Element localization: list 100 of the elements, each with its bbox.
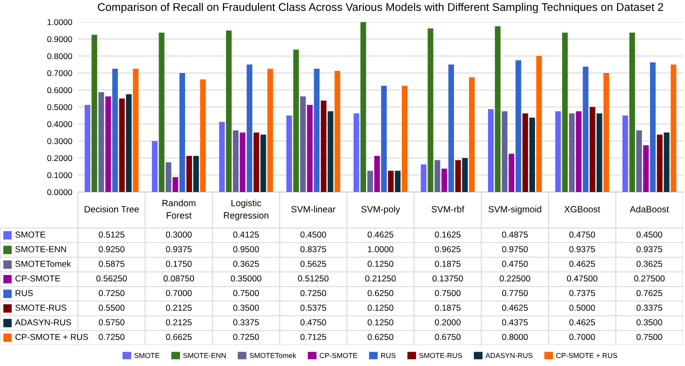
- data-label: 0.13750: [432, 275, 463, 282]
- data-label: 0.9250: [98, 246, 124, 252]
- data-label: 0.6250: [368, 334, 394, 340]
- data-label: 0.9375: [166, 246, 192, 252]
- x-tick-label: AdaBoost: [630, 206, 669, 212]
- data-label: 0.5000: [569, 304, 595, 311]
- data-label: 0.4625: [569, 319, 595, 326]
- data-label: 0.9500: [233, 246, 259, 252]
- bar: [448, 64, 454, 192]
- bar: [260, 134, 266, 192]
- bar: [629, 32, 635, 192]
- bar: [636, 130, 642, 192]
- bar: [186, 156, 192, 192]
- y-tick-label: 0.7000: [47, 70, 72, 76]
- data-label: 0.7250: [233, 334, 259, 340]
- data-label: 0.7500: [636, 334, 662, 340]
- bar: [126, 94, 132, 192]
- data-label: 0.7625: [636, 290, 662, 296]
- x-tick-label: Random Forest: [162, 200, 196, 219]
- x-tick-label: Logistic Regression: [224, 200, 268, 220]
- bar: [388, 170, 394, 192]
- bar: [394, 170, 401, 192]
- legend-label: ADASYN-RUS: [15, 319, 72, 326]
- y-tick-label: 0.5000: [47, 104, 72, 110]
- x-tick-label: SVM-linear: [291, 206, 336, 212]
- y-tick-label: 0.3000: [47, 138, 72, 144]
- data-label: 0.4500: [300, 232, 326, 238]
- data-label: 0.47500: [566, 275, 598, 282]
- bar: [434, 160, 440, 192]
- bar: [381, 86, 387, 192]
- data-label: 0.4625: [569, 260, 595, 267]
- data-label: 0.8000: [502, 334, 528, 340]
- bar: [293, 50, 299, 192]
- data-label: 0.7500: [233, 290, 259, 296]
- data-label: 0.9625: [434, 246, 461, 252]
- data-label: 0.3625: [233, 260, 259, 267]
- bar: [488, 109, 494, 192]
- data-label: 0.7125: [300, 334, 326, 340]
- bar: [555, 111, 561, 192]
- bar: [219, 122, 225, 192]
- legend-label: CP-SMOTE + RUS: [15, 334, 88, 340]
- data-label: 0.3500: [636, 319, 662, 326]
- data-label: 0.3375: [636, 304, 662, 311]
- data-label: 0.4625: [368, 232, 394, 238]
- data-label: 0.7250: [300, 290, 326, 296]
- y-tick-label: 0.0000: [47, 189, 72, 196]
- y-tick-label: 1.0000: [48, 19, 72, 26]
- bar: [254, 132, 260, 192]
- data-label: 0.2125: [166, 319, 192, 326]
- bar: [569, 113, 575, 192]
- data-label: 0.6625: [166, 334, 192, 340]
- data-label: 0.6750: [434, 334, 461, 340]
- data-label: 0.2125: [166, 304, 192, 311]
- data-label: 1.0000: [368, 246, 394, 252]
- bar: [603, 73, 610, 192]
- x-tick-label: Decision Tree: [84, 206, 139, 212]
- bar: [360, 22, 366, 192]
- bar: [656, 134, 663, 192]
- data-label: 0.4375: [502, 319, 528, 326]
- legend-label: SMOTE-RUS: [15, 304, 66, 311]
- y-tick-label: 0.1000: [47, 172, 72, 178]
- data-label: 0.7750: [502, 290, 528, 296]
- bar: [166, 162, 172, 192]
- bar: [193, 156, 199, 192]
- x-tick-label: SVM-poly: [361, 206, 400, 214]
- bar: [590, 107, 596, 192]
- data-label: 0.7250: [98, 290, 124, 296]
- bar: [200, 79, 206, 192]
- bar: [320, 100, 326, 192]
- x-tick-label: SVM-rbf: [432, 206, 464, 212]
- data-label: 0.6250: [368, 290, 394, 296]
- data-label: 0.4875: [502, 232, 528, 238]
- data-label: 0.1625: [434, 232, 461, 238]
- bar: [367, 170, 373, 192]
- bar: [643, 145, 649, 192]
- data-label: 0.1750: [166, 260, 192, 267]
- data-label: 0.3375: [233, 319, 259, 326]
- bar: [300, 96, 306, 192]
- legend-label: SMOTE: [15, 232, 46, 238]
- data-label: 0.9750: [502, 246, 528, 252]
- data-label: 0.9375: [569, 246, 595, 252]
- bar: [670, 64, 676, 192]
- bar: [92, 34, 98, 192]
- bar: [582, 66, 588, 192]
- bar: [328, 111, 334, 192]
- bar: [469, 77, 475, 192]
- legend-label: CP-SMOTE: [15, 275, 60, 282]
- bar: [354, 113, 360, 192]
- data-label: 0.7500: [434, 290, 461, 296]
- x-tick-label: XGBoost: [564, 206, 600, 212]
- bar: [226, 30, 232, 192]
- data-label: 0.4125: [233, 232, 259, 238]
- bar: [334, 70, 340, 192]
- data-label: 0.1250: [368, 319, 394, 326]
- data-label: 0.7000: [569, 334, 595, 340]
- bar: [158, 32, 164, 192]
- data-label: 0.3500: [233, 304, 259, 311]
- data-label: 0.5125: [98, 232, 124, 238]
- bar: [240, 132, 246, 192]
- bar: [112, 68, 118, 192]
